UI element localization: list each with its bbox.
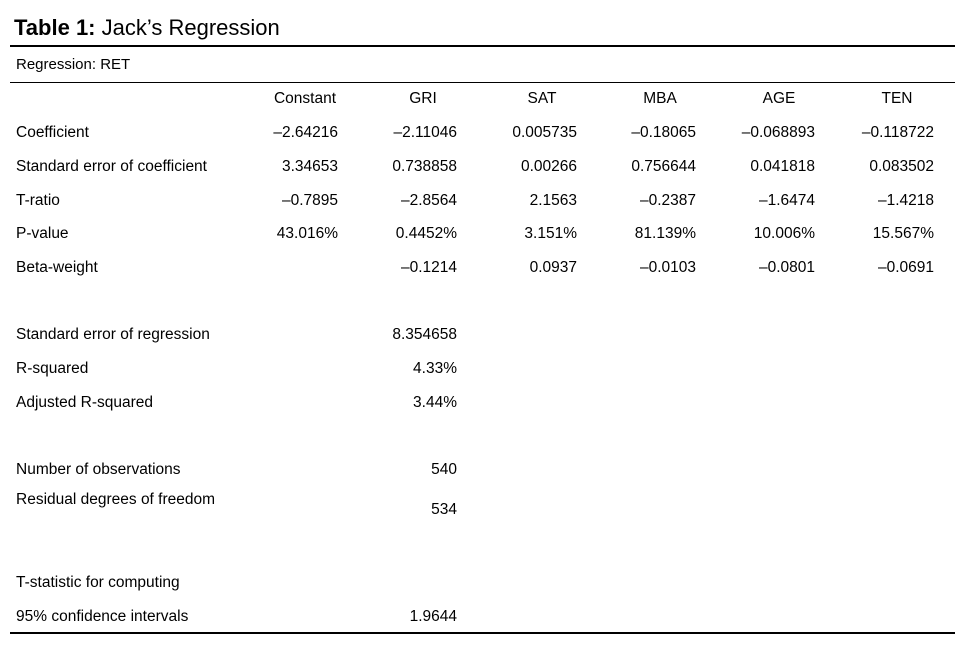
summary-row-number-of-observations: Number of observations 540 — [0, 460, 976, 480]
table-cell: –2.11046 — [393, 124, 458, 141]
column-header-age: AGE — [762, 90, 796, 107]
summary-value: 1.9644 — [409, 608, 457, 625]
table-cell: 3.151% — [524, 225, 577, 242]
table-cell: –0.1214 — [400, 259, 457, 276]
table-cell: –0.18065 — [631, 124, 696, 141]
summary-value: 3.44% — [413, 394, 457, 411]
summary-label: Adjusted R-squared — [16, 394, 153, 411]
summary-row-standard-error-of-regression: Standard error of regression 8.354658 — [0, 325, 976, 345]
summary-value: 4.33% — [413, 360, 457, 377]
table-cell: 0.0937 — [529, 259, 577, 276]
row-label: Standard error of coefficient — [16, 158, 207, 175]
summary-label: 95% confidence intervals — [16, 608, 189, 625]
table-cell: 0.4452% — [395, 225, 457, 242]
table-cell: 2.1563 — [529, 192, 577, 209]
column-header-constant: Constant — [273, 90, 337, 107]
table-cell: –1.4218 — [877, 192, 934, 209]
table-row-beta-weight: Beta-weight –0.1214 0.0937 –0.0103 –0.08… — [0, 258, 976, 278]
summary-row-t-statistic: T-statistic for computing — [0, 573, 976, 593]
table-cell: 0.00266 — [520, 158, 577, 175]
table-cell: 10.006% — [753, 225, 815, 242]
table-cell: –0.0801 — [758, 259, 815, 276]
row-label: Coefficient — [16, 124, 89, 141]
table-cell: 3.34653 — [281, 158, 338, 175]
column-header-gri: GRI — [409, 90, 437, 107]
column-header-mba: MBA — [643, 90, 677, 107]
table-cell: –1.6474 — [758, 192, 815, 209]
table-subtitle: Regression: RET — [16, 56, 131, 73]
table-row-standard-error: Standard error of coefficient 3.34653 0.… — [0, 157, 976, 177]
row-label: T-ratio — [16, 192, 60, 209]
table-row-coefficient: Coefficient –2.64216 –2.11046 0.005735 –… — [0, 123, 976, 143]
table-row-p-value: P-value 43.016% 0.4452% 3.151% 81.139% 1… — [0, 224, 976, 244]
summary-label: Number of observations — [16, 461, 181, 478]
table-cell: 0.738858 — [392, 158, 457, 175]
summary-label: Standard error of regression — [16, 326, 210, 343]
summary-value: 534 — [431, 501, 457, 518]
table-cell: –0.0103 — [639, 259, 696, 276]
table-cell: 0.756644 — [631, 158, 696, 175]
table-cell: –0.068893 — [741, 124, 815, 141]
table-cell: –0.2387 — [639, 192, 696, 209]
column-header-sat: SAT — [527, 90, 557, 107]
table-title-text: Jack’s Regression — [101, 15, 280, 40]
table-cell: 0.083502 — [869, 158, 934, 175]
summary-value: 540 — [431, 461, 457, 478]
column-header-ten: TEN — [881, 90, 913, 107]
table-cell: 15.567% — [872, 225, 934, 242]
table-cell: –0.0691 — [877, 259, 934, 276]
summary-value: 8.354658 — [392, 326, 457, 343]
bottom-rule — [10, 632, 955, 634]
table-cell: –2.8564 — [400, 192, 457, 209]
row-label: Beta-weight — [16, 259, 98, 276]
subtitle-rule — [10, 82, 955, 83]
summary-row-residual-degrees-of-freedom: 534 — [0, 500, 976, 520]
summary-row-adjusted-r-squared: Adjusted R-squared 3.44% — [0, 393, 976, 413]
table-cell: 81.139% — [634, 225, 696, 242]
summary-row-confidence-intervals: 95% confidence intervals 1.9644 — [0, 607, 976, 627]
table-cell: 0.005735 — [512, 124, 577, 141]
table-cell: –0.118722 — [861, 124, 934, 141]
summary-row-r-squared: R-squared 4.33% — [0, 359, 976, 379]
table-cell: 43.016% — [276, 225, 338, 242]
summary-label-residual-degrees-of-freedom: Residual degrees of freedom — [16, 491, 216, 508]
table-cell: –0.7895 — [281, 192, 338, 209]
column-header-row: Constant GRI SAT MBA AGE TEN — [0, 89, 976, 109]
table-title: Table 1: Jack’s Regression — [14, 14, 280, 42]
table-cell: 0.041818 — [750, 158, 815, 175]
table-title-label: Table 1: — [14, 15, 96, 40]
summary-label: R-squared — [16, 360, 89, 377]
summary-label: T-statistic for computing — [16, 574, 180, 591]
top-rule — [10, 45, 955, 47]
table-cell: –2.64216 — [273, 124, 338, 141]
row-label: P-value — [16, 225, 69, 242]
table-row-t-ratio: T-ratio –0.7895 –2.8564 2.1563 –0.2387 –… — [0, 191, 976, 211]
